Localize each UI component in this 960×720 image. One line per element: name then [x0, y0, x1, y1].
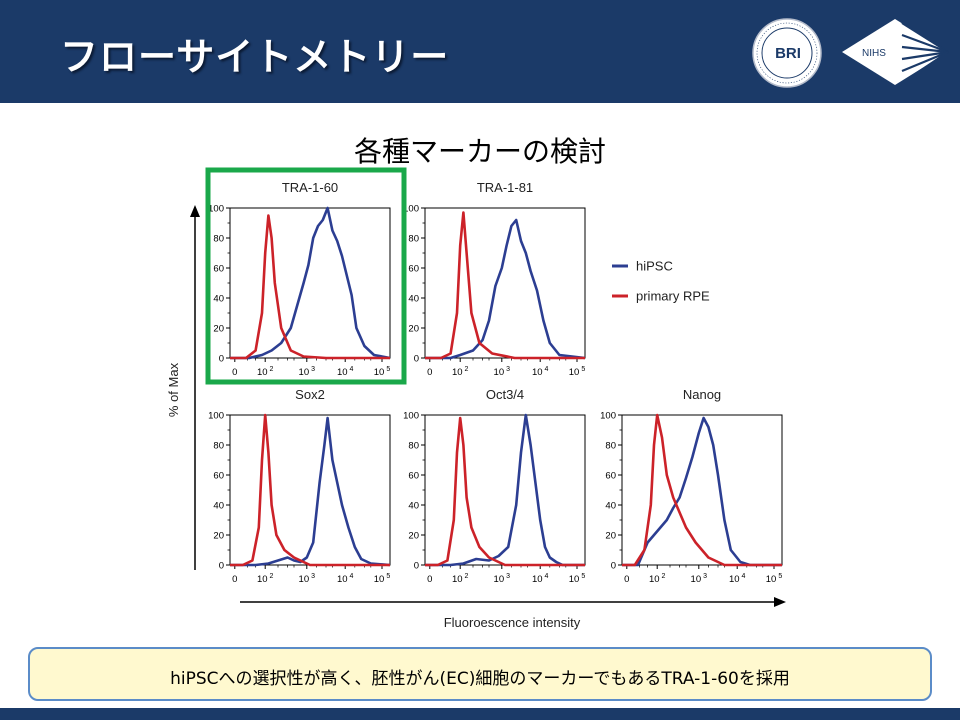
- y-tick-label: 80: [408, 234, 419, 245]
- x-tick-label: 10 2: [257, 573, 274, 585]
- x-tick-label: 10 3: [494, 573, 511, 585]
- y-tick-label: 40: [213, 294, 224, 305]
- x-tick-label: 0: [427, 367, 432, 378]
- x-tick-label: 10 4: [532, 573, 549, 585]
- y-tick-label: 80: [213, 441, 224, 452]
- x-tick-label: 10 4: [337, 573, 354, 585]
- y-tick-label: 40: [213, 501, 224, 512]
- series-line-hipsc-tra-1-81: [425, 218, 586, 360]
- bottom-bar: [0, 708, 960, 720]
- bri-logo: BRI: [752, 18, 822, 88]
- x-tick-label: 10 5: [569, 573, 586, 585]
- y-tick-label: 100: [208, 204, 224, 215]
- y-tick-label: 0: [414, 561, 419, 572]
- y-tick-label: 20: [605, 531, 616, 542]
- panel-title-tra-1-60: TRA-1-60: [282, 180, 338, 195]
- bri-logo-text: BRI: [775, 45, 801, 62]
- y-tick-label: 100: [600, 411, 616, 422]
- y-tick-label: 60: [408, 471, 419, 482]
- series-line-primary-rpe-oct3-4: [425, 416, 585, 567]
- x-tick-label: 10 2: [452, 573, 469, 585]
- x-tick-label: 10 4: [729, 573, 746, 585]
- y-axis-arrowhead: [190, 205, 200, 217]
- flow-cytometry-chart: % of Max Fluoroescence intensity TRA-1-60…: [166, 167, 786, 630]
- y-tick-label: 40: [408, 501, 419, 512]
- series-line-primary-rpe-tra-1-81: [425, 211, 585, 360]
- y-tick-label: 20: [213, 531, 224, 542]
- y-tick-label: 60: [213, 264, 224, 275]
- y-tick-label: 80: [408, 441, 419, 452]
- panel-oct3-4: Oct3/4 100 80 60 40 20 00 10 2 10 3 10 4 10 5: [403, 387, 586, 585]
- x-tick-label: 10 5: [374, 573, 391, 585]
- y-axis-label: % of Max: [166, 362, 181, 417]
- y-tick-label: 20: [408, 324, 419, 335]
- y-tick-label: 80: [213, 234, 224, 245]
- series-line-hipsc-oct3-4: [425, 413, 585, 567]
- nihs-logo-text: NIHS: [862, 48, 886, 59]
- y-tick-label: 0: [611, 561, 616, 572]
- y-tick-label: 60: [605, 471, 616, 482]
- panel-tra-1-60: TRA-1-60 100 80 60 40 20 00 10 2 10 3 10 4 10 5: [208, 180, 391, 378]
- panel-title-oct3-4: Oct3/4: [486, 387, 524, 402]
- x-tick-label: 10 3: [494, 366, 511, 378]
- y-tick-label: 40: [408, 294, 419, 305]
- y-tick-label: 100: [208, 411, 224, 422]
- x-tick-label: 0: [624, 574, 629, 585]
- y-tick-label: 100: [403, 411, 419, 422]
- panel-title-nanog: Nanog: [683, 387, 721, 402]
- x-tick-label: 0: [232, 574, 237, 585]
- conclusion-box: hiPSCへの選択性が高く、胚性がん(EC)細胞のマーカーでもあるTRA-1-6…: [28, 647, 932, 701]
- x-axis-label: Fluoroescence intensity: [444, 615, 581, 630]
- x-tick-label: 10 3: [299, 366, 316, 378]
- x-tick-label: 10 4: [337, 366, 354, 378]
- x-tick-label: 10 3: [299, 573, 316, 585]
- y-tick-label: 40: [605, 501, 616, 512]
- series-line-hipsc-tra-1-60: [230, 206, 391, 360]
- panel-frame-sox2: [229, 414, 391, 566]
- y-tick-label: 0: [219, 354, 224, 365]
- nihs-logo: NIHS: [842, 19, 949, 85]
- x-tick-label: 10 2: [452, 366, 469, 378]
- slide-title: フローサイトメトリー: [60, 35, 450, 79]
- panel-frame-tra-1-81: [424, 207, 586, 359]
- series-line-primary-rpe-tra-1-60: [230, 214, 390, 360]
- series-line-hipsc-nanog: [622, 416, 782, 567]
- panel-title-tra-1-81: TRA-1-81: [477, 180, 533, 195]
- legend-label-hipsc: hiPSC: [636, 259, 673, 274]
- y-tick-label: 20: [213, 324, 224, 335]
- series-line-primary-rpe-sox2: [230, 413, 390, 567]
- y-tick-label: 60: [408, 264, 419, 275]
- y-tick-label: 100: [403, 204, 419, 215]
- x-tick-label: 0: [427, 574, 432, 585]
- y-tick-label: 80: [605, 441, 616, 452]
- x-tick-label: 10 5: [569, 366, 586, 378]
- x-axis-arrowhead: [774, 597, 786, 607]
- y-tick-label: 60: [213, 471, 224, 482]
- y-tick-label: 0: [219, 561, 224, 572]
- x-tick-label: 10 5: [766, 573, 783, 585]
- panel-nanog: Nanog 100 80 60 40 20 00 10 2 10 3 10 4 10 5: [600, 387, 783, 585]
- y-tick-label: 0: [414, 354, 419, 365]
- header-bar: フローサイトメトリー BRI NIHS: [0, 0, 960, 103]
- conclusion-text: hiPSCへの選択性が高く、胚性がん(EC)細胞のマーカーでもあるTRA-1-6…: [170, 669, 790, 689]
- x-tick-label: 10 5: [374, 366, 391, 378]
- x-tick-label: 10 2: [649, 573, 666, 585]
- series-line-hipsc-sox2: [230, 416, 391, 567]
- panel-title-sox2: Sox2: [295, 387, 325, 402]
- x-tick-label: 10 2: [257, 366, 274, 378]
- legend: hiPSC primary RPE: [612, 259, 710, 304]
- panel-tra-1-81: TRA-1-81 100 80 60 40 20 00 10 2 10 3 10 4 10 5: [403, 180, 586, 378]
- x-tick-label: 0: [232, 367, 237, 378]
- chart-subtitle: 各種マーカーの検討: [353, 135, 606, 168]
- highlight-box-tra-1-60: [205, 167, 407, 385]
- shared-axes: % of Max Fluoroescence intensity: [166, 205, 786, 630]
- y-tick-label: 20: [408, 531, 419, 542]
- series-line-primary-rpe-nanog: [622, 413, 782, 567]
- panel-frame-tra-1-60: [229, 207, 391, 359]
- panel-sox2: Sox2 100 80 60 40 20 00 10 2 10 3 10 4 10 5: [208, 387, 391, 585]
- x-tick-label: 10 4: [532, 366, 549, 378]
- legend-label-primary-rpe: primary RPE: [636, 289, 710, 304]
- x-tick-label: 10 3: [691, 573, 708, 585]
